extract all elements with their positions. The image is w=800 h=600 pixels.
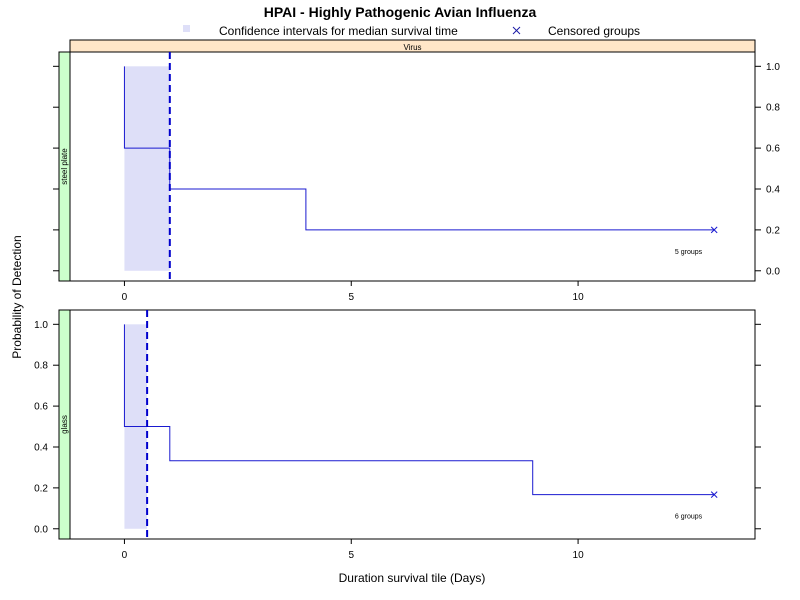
y-tick-label: 1.0	[766, 62, 780, 73]
group-count-label: 5 groups	[675, 249, 703, 256]
survival-line	[123, 66, 715, 231]
y-tick-label: 0.0	[766, 266, 780, 277]
panel-steel-plate: Virus steel plate 5 groups 0.0 0.2 0.4 0.6 0.8 1…	[53, 39, 780, 303]
panels-layer: Virus steel plate 5 groups 0.0 0.2 0.4 0.6 0.8 1…	[34, 39, 780, 561]
x-tick-label: 10	[573, 550, 585, 561]
x-axis-title: Duration survival tile (Days)	[339, 571, 486, 585]
inner-strip-label: steel plate	[60, 148, 69, 185]
outer-strip-label: Virus	[403, 43, 421, 52]
y-axis-title: Probability of Detection	[10, 235, 24, 358]
legend-ci-swatch	[183, 25, 190, 32]
group-count-label: 6 groups	[675, 514, 703, 521]
ci-band	[124, 66, 170, 271]
inner-strip-label: glass	[60, 415, 69, 434]
y-tick-label: 0.6	[34, 402, 48, 413]
censored-stroke	[710, 491, 718, 498]
censored-marker	[710, 226, 718, 234]
y-tick-label: 0.4	[766, 184, 780, 195]
legend-censored-label: Censored groups	[548, 24, 640, 38]
y-tick-label: 0.8	[766, 103, 780, 114]
censored-marker	[710, 491, 718, 498]
y-tick-label: 0.8	[34, 361, 48, 372]
panel-border	[69, 309, 756, 540]
panel-glass: glass 6 groups 0.0 0.2 0.4 0.6 0.8 1.0 0 5 10	[34, 309, 761, 561]
legend-ci-label: Confidence intervals for median survival…	[219, 24, 458, 38]
y-tick-label: 0.0	[34, 524, 48, 535]
chart-title: HPAI - Highly Pathogenic Avian Influenza	[264, 4, 537, 20]
y-tick-label: 1.0	[34, 320, 48, 331]
censored-stroke	[710, 226, 718, 234]
x-tick-label: 5	[348, 550, 354, 561]
y-tick-label: 0.4	[34, 442, 48, 453]
y-tick-label: 0.2	[766, 225, 780, 236]
panel-border	[69, 51, 756, 282]
x-tick-label: 0	[122, 550, 128, 561]
legend-censored-marker	[512, 26, 521, 35]
y-tick-label: 0.6	[766, 144, 780, 155]
survival-line	[123, 324, 715, 496]
x-tick-label: 0	[122, 292, 128, 303]
x-tick-label: 10	[573, 292, 585, 303]
x-tick-label: 5	[348, 292, 354, 303]
y-tick-label: 0.2	[34, 483, 48, 494]
